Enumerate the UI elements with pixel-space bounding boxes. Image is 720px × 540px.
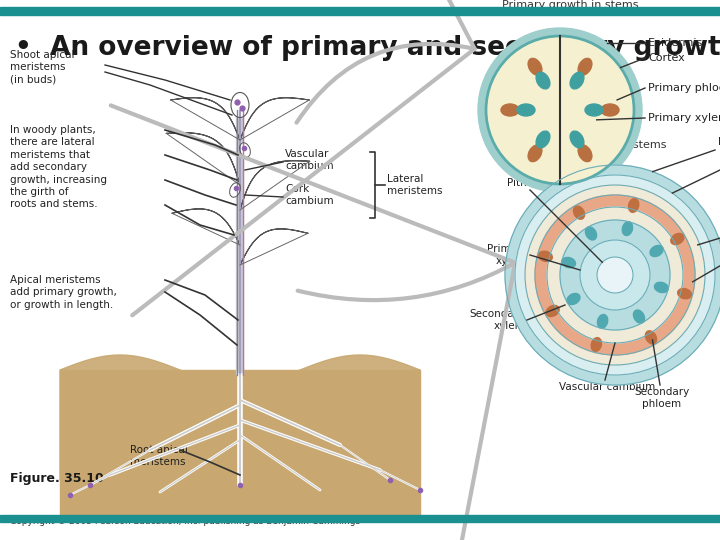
Ellipse shape: [598, 314, 608, 328]
Ellipse shape: [536, 131, 550, 148]
Ellipse shape: [539, 251, 552, 261]
Ellipse shape: [629, 199, 639, 212]
Text: Primary xylem: Primary xylem: [648, 113, 720, 123]
Text: Cortex: Cortex: [648, 53, 685, 63]
Ellipse shape: [528, 145, 542, 161]
Text: •  An overview of primary and secondary growth: • An overview of primary and secondary g…: [15, 35, 720, 61]
Circle shape: [505, 165, 720, 385]
Text: Primary
xylem: Primary xylem: [487, 244, 527, 266]
Circle shape: [597, 257, 633, 293]
Ellipse shape: [230, 183, 240, 197]
Polygon shape: [240, 98, 310, 140]
Ellipse shape: [528, 58, 542, 75]
Ellipse shape: [570, 72, 584, 89]
Bar: [0, 515, 720, 522]
Text: Primary phloem: Primary phloem: [648, 83, 720, 93]
Text: Secondary
xylem: Secondary xylem: [469, 309, 525, 331]
Ellipse shape: [650, 246, 663, 256]
Circle shape: [486, 36, 634, 184]
Ellipse shape: [546, 306, 559, 316]
Circle shape: [525, 185, 705, 365]
Polygon shape: [171, 98, 240, 140]
Polygon shape: [60, 355, 420, 480]
FancyArrowPatch shape: [111, 105, 516, 540]
Ellipse shape: [573, 206, 585, 219]
Ellipse shape: [567, 293, 580, 305]
Ellipse shape: [585, 104, 603, 116]
Ellipse shape: [654, 282, 668, 293]
Bar: [60, 370, 420, 515]
Text: Pith: Pith: [508, 178, 527, 188]
Ellipse shape: [578, 145, 592, 161]
Text: Apical meristems
add primary growth,
or growth in length.: Apical meristems add primary growth, or …: [10, 275, 117, 310]
Circle shape: [580, 240, 650, 310]
Text: Primary growth in stems: Primary growth in stems: [502, 0, 638, 10]
Text: Shoot apical
meristems
(in buds): Shoot apical meristems (in buds): [10, 50, 74, 85]
Ellipse shape: [517, 104, 535, 116]
Ellipse shape: [678, 288, 691, 299]
Ellipse shape: [578, 58, 592, 75]
Circle shape: [535, 195, 695, 355]
Ellipse shape: [570, 131, 584, 148]
Polygon shape: [240, 161, 310, 210]
Text: Figure. 35.10: Figure. 35.10: [10, 472, 104, 485]
Text: In woody plants,
there are lateral
meristems that
add secondary
growth, increasi: In woody plants, there are lateral meris…: [10, 125, 107, 210]
Ellipse shape: [645, 331, 657, 344]
Text: Secondary
phloem: Secondary phloem: [634, 387, 690, 409]
Circle shape: [515, 175, 715, 375]
Ellipse shape: [591, 338, 601, 352]
Ellipse shape: [231, 92, 249, 118]
Ellipse shape: [240, 143, 251, 157]
Text: Cork
cambium: Cork cambium: [285, 184, 333, 206]
Text: Vascular cambium: Vascular cambium: [559, 382, 655, 392]
Text: Epidermis: Epidermis: [648, 38, 703, 48]
Polygon shape: [240, 229, 308, 265]
Ellipse shape: [585, 227, 597, 240]
Ellipse shape: [671, 233, 684, 245]
Text: Periderm: Periderm: [718, 137, 720, 147]
Ellipse shape: [536, 72, 550, 89]
Text: Secondary growth in stems: Secondary growth in stems: [514, 140, 666, 150]
Circle shape: [478, 28, 642, 192]
Ellipse shape: [601, 104, 619, 116]
Text: Vascular
cambium: Vascular cambium: [285, 149, 333, 171]
Text: Root apical
meristems: Root apical meristems: [130, 445, 188, 468]
Circle shape: [547, 207, 683, 343]
Polygon shape: [166, 133, 240, 185]
Ellipse shape: [622, 222, 633, 235]
Text: Pith: Pith: [544, 200, 566, 210]
Bar: [0, 7, 720, 15]
FancyArrowPatch shape: [132, 0, 474, 315]
Ellipse shape: [562, 258, 575, 268]
Circle shape: [560, 220, 670, 330]
Text: Copyright © 2005 Pearson Education, Inc. publishing as Benjamin Cummings: Copyright © 2005 Pearson Education, Inc.…: [10, 517, 360, 526]
Polygon shape: [172, 209, 240, 245]
Ellipse shape: [634, 310, 644, 323]
Ellipse shape: [501, 104, 519, 116]
Text: Lateral
meristems: Lateral meristems: [387, 174, 443, 196]
